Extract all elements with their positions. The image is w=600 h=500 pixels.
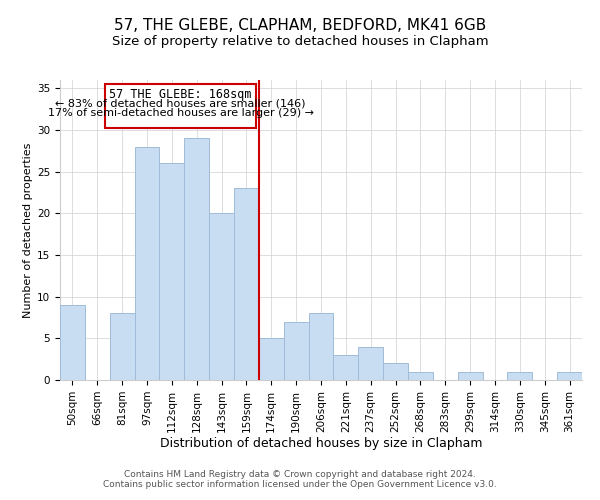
Text: Size of property relative to detached houses in Clapham: Size of property relative to detached ho… <box>112 35 488 48</box>
Bar <box>209 214 234 380</box>
Bar <box>308 314 334 380</box>
Y-axis label: Number of detached properties: Number of detached properties <box>23 142 33 318</box>
X-axis label: Distribution of detached houses by size in Clapham: Distribution of detached houses by size … <box>160 438 482 450</box>
Bar <box>458 372 482 380</box>
Bar <box>557 372 582 380</box>
Bar <box>383 364 408 380</box>
Bar <box>358 346 383 380</box>
Bar <box>259 338 284 380</box>
Text: 17% of semi-detached houses are larger (29) →: 17% of semi-detached houses are larger (… <box>47 108 314 118</box>
Bar <box>334 355 358 380</box>
Text: 57 THE GLEBE: 168sqm: 57 THE GLEBE: 168sqm <box>109 88 252 102</box>
Text: 57, THE GLEBE, CLAPHAM, BEDFORD, MK41 6GB: 57, THE GLEBE, CLAPHAM, BEDFORD, MK41 6G… <box>114 18 486 32</box>
Bar <box>184 138 209 380</box>
Bar <box>284 322 308 380</box>
Bar <box>234 188 259 380</box>
FancyBboxPatch shape <box>105 84 256 128</box>
Bar <box>60 305 85 380</box>
Bar <box>160 164 184 380</box>
Bar <box>110 314 134 380</box>
Bar <box>508 372 532 380</box>
Text: Contains HM Land Registry data © Crown copyright and database right 2024.: Contains HM Land Registry data © Crown c… <box>124 470 476 479</box>
Bar <box>408 372 433 380</box>
Bar <box>134 146 160 380</box>
Text: ← 83% of detached houses are smaller (146): ← 83% of detached houses are smaller (14… <box>55 98 306 108</box>
Text: Contains public sector information licensed under the Open Government Licence v3: Contains public sector information licen… <box>103 480 497 489</box>
